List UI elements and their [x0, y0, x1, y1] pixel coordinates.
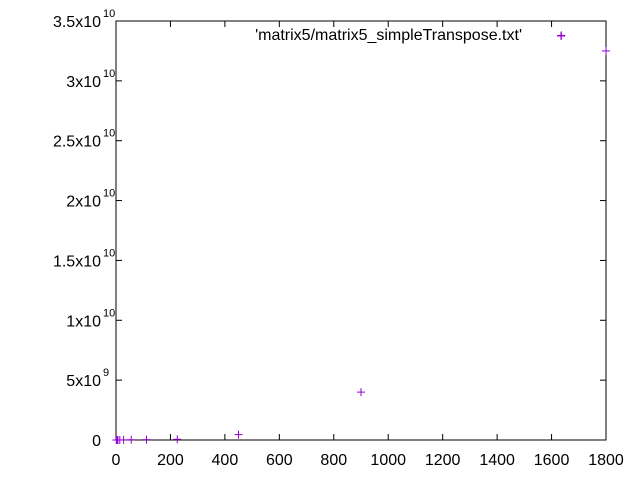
y-tick-label: 0 — [92, 433, 101, 450]
data-point — [173, 435, 182, 444]
data-point — [357, 388, 365, 397]
legend-marker — [557, 32, 565, 40]
data-point — [119, 435, 128, 444]
x-tick-label: 1400 — [479, 452, 515, 469]
x-tick-label: 600 — [266, 452, 293, 469]
data-point — [142, 435, 151, 444]
data-point — [602, 46, 610, 55]
x-axis: 0 200 400 600 800 1000 1200 1400 1600 1800 — [112, 21, 624, 469]
plot-frame — [115, 20, 607, 441]
y-tick-label: 1.5x10 — [53, 253, 101, 270]
y-tick-label: 1x10 — [66, 313, 101, 330]
y-tick-label: 2x10 — [66, 194, 101, 211]
y-tick-exponent: 10 — [103, 188, 115, 200]
y-tick-exponent: 10 — [103, 247, 115, 259]
x-tick-label: 800 — [320, 452, 347, 469]
y-tick-label: 2.5x10 — [53, 134, 101, 151]
data-point — [127, 435, 136, 444]
x-tick-label: 1800 — [588, 452, 624, 469]
data-points — [112, 31, 610, 444]
y-tick-exponent: 10 — [103, 307, 115, 319]
x-tick-label: 400 — [212, 452, 239, 469]
legend: 'matrix5/matrix5_simpleTranspose.txt' — [255, 27, 565, 44]
y-tick-label: 3.5x10 — [53, 14, 101, 31]
x-tick-label: 1000 — [370, 452, 406, 469]
data-point — [234, 430, 243, 439]
x-tick-label: 0 — [112, 452, 121, 469]
y-tick-label: 5x10 — [66, 373, 101, 390]
y-tick-exponent: 10 — [103, 128, 115, 140]
y-tick-exponent: 10 — [103, 8, 115, 20]
x-tick-label: 1600 — [534, 452, 570, 469]
x-tick-label: 1200 — [425, 452, 461, 469]
y-tick-exponent: 10 — [103, 68, 115, 80]
x-tick-label: 200 — [157, 452, 184, 469]
y-tick-exponent: 9 — [103, 367, 109, 379]
y-tick-label: 3x10 — [66, 74, 101, 91]
legend-label: 'matrix5/matrix5_simpleTranspose.txt' — [255, 27, 522, 44]
